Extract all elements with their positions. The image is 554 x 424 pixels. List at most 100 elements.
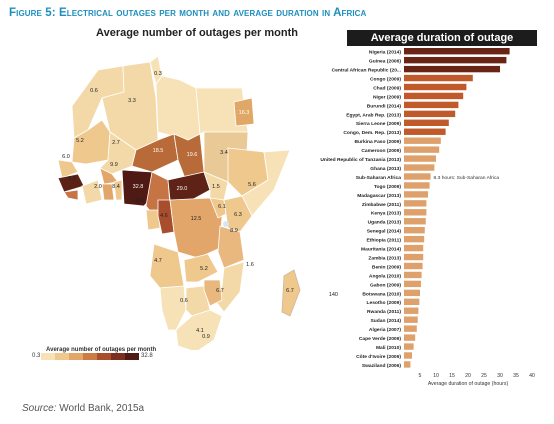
region-cote-divoire [81, 179, 103, 205]
region-ghana [101, 183, 115, 201]
duration-bar [404, 110, 456, 118]
map-value-label: 0.9 [202, 334, 210, 340]
duration-bar [404, 271, 422, 279]
bar-category-label: Congo, Dem. Rep. (2013) [343, 130, 401, 136]
map-value-label: 9.8 [136, 198, 144, 204]
bar-category-label: Cameroon (2009) [361, 148, 401, 154]
duration-bar [404, 352, 412, 359]
legend-color-scale [41, 353, 139, 360]
region-namibia [159, 285, 187, 331]
duration-bar [404, 334, 416, 341]
map-value-label: 8.9 [230, 228, 238, 234]
map-value-label: 8.4 [112, 184, 120, 190]
map-value-labels: 0.3 0.6 3.3 5.2 2.7 16.3 6.0 18.5 19.6 3.4 9.9 8.5 2… [62, 71, 338, 340]
map-value-label: 3.3 [128, 98, 136, 104]
bar-category-label: Sub-Saharan Africa [356, 175, 401, 181]
bar-category-label: Zambia (2013) [368, 255, 401, 261]
bar-category-label: Mauritania (2014) [361, 247, 401, 253]
legend-min-label: 0.3 [32, 353, 41, 359]
lake-victoria [223, 221, 229, 227]
region-gabon [145, 209, 161, 231]
bar-category-label: Kenya (2013) [371, 211, 402, 217]
duration-bar [404, 128, 446, 135]
duration-bar-chart: Nigeria (2014) Guinea (2006) Central Afric… [320, 48, 535, 387]
stray-map-label: 140 [329, 292, 338, 298]
x-tick-label: 30 [497, 373, 503, 379]
bar-category-label: Congo (2009) [370, 76, 401, 82]
bar-category-label: Zimbabwe (2011) [362, 202, 402, 208]
bar-category-label: Cape Verde (2009) [359, 336, 402, 342]
region-madagascar [281, 269, 301, 317]
bar-category-label: Ethiopia (2011) [366, 238, 401, 244]
duration-bar [404, 182, 430, 189]
region-mozambique [215, 261, 245, 313]
bar-category-label: Burkina Faso (2009) [355, 139, 402, 145]
duration-bar [404, 146, 440, 153]
legend-swatch [55, 353, 70, 360]
legend-swatch [83, 353, 98, 360]
bar-category-label: Ghana (2013) [370, 166, 401, 172]
duration-bar [404, 200, 427, 207]
map-value-label: 6.3 [234, 212, 242, 218]
duration-bar [404, 343, 414, 350]
duration-bar [404, 74, 473, 82]
map-value-label: 0.3 [154, 71, 162, 77]
duration-bar [404, 92, 464, 100]
map-value-label: 8.5 [68, 176, 76, 182]
bar-category-label: Guinea (2006) [369, 59, 401, 65]
x-tick-label: 20 [465, 373, 471, 379]
x-tick-label: 35 [513, 373, 519, 379]
bar-category-label: Mali (2010) [376, 345, 401, 351]
x-tick-label: 25 [481, 373, 487, 379]
duration-bar [404, 235, 425, 243]
map-value-label: 6.1 [218, 204, 226, 210]
bar-category-label: Botswana (2010) [362, 291, 401, 297]
map-value-label: 4.7 [154, 258, 162, 264]
bar-category-label: Chad (2009) [373, 85, 401, 91]
region-togo-benin [113, 179, 123, 201]
region-congo [157, 199, 175, 235]
duration-bar [404, 316, 418, 323]
x-tick-label: 15 [449, 373, 455, 379]
bar-category-label: Central African Republic (20... [332, 68, 402, 74]
region-libya [155, 75, 201, 141]
duration-bar [404, 209, 427, 216]
duration-bar [404, 262, 423, 270]
duration-bar [404, 173, 431, 180]
duration-bar [404, 280, 421, 288]
map-value-label: 29.0 [177, 186, 188, 192]
bar-category-label: Gabon (2009) [370, 282, 401, 288]
duration-bar [404, 48, 510, 55]
map-value-label: 18.5 [153, 148, 164, 154]
map-value-label: 12.5 [191, 216, 202, 222]
duration-bar [404, 253, 424, 261]
duration-bar [404, 325, 417, 332]
map-value-label: 6.0 [62, 154, 70, 160]
map-value-label: 1.5 [212, 184, 220, 190]
region-senegal [57, 159, 79, 179]
duration-bar [404, 65, 500, 73]
map-value-label: 16.3 [239, 110, 250, 116]
sub-saharan-annotation: 8.3 hours: Sub-Saharan Africa [434, 175, 500, 181]
bar-category-label: Sudan (2014) [371, 318, 402, 324]
map-value-label: 6.7 [286, 288, 294, 294]
region-zambia [183, 253, 219, 283]
legend-swatch [97, 353, 112, 360]
duration-bar [404, 119, 449, 126]
duration-bar [404, 155, 436, 162]
map-title: Average number of outages per month [96, 27, 298, 39]
x-tick-label: 5 [419, 373, 422, 379]
region-sierra-leone [63, 189, 79, 201]
map-value-label: 5.2 [76, 138, 84, 144]
source-note: Source: World Bank, 2015a [22, 403, 144, 414]
map-value-label: 5.2 [200, 266, 208, 272]
bar-category-label: Angola (2010) [369, 273, 401, 279]
map-value-label: 6.7 [216, 288, 224, 294]
bar-category-label: Burundi (2014) [367, 103, 402, 109]
bar-category-label: Madagascar (2013) [357, 193, 401, 199]
map-value-label: 2.7 [112, 140, 120, 146]
duration-bar [404, 164, 435, 171]
duration-bar [404, 244, 424, 252]
legend-swatch [111, 353, 126, 360]
bar-category-label: Niger (2009) [373, 94, 401, 100]
